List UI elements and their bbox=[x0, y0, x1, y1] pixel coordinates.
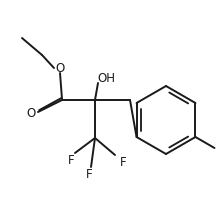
Text: F: F bbox=[68, 153, 74, 166]
Text: O: O bbox=[26, 107, 36, 119]
Text: O: O bbox=[55, 61, 65, 74]
Text: F: F bbox=[86, 169, 92, 181]
Text: OH: OH bbox=[97, 72, 115, 84]
Text: F: F bbox=[120, 156, 126, 169]
